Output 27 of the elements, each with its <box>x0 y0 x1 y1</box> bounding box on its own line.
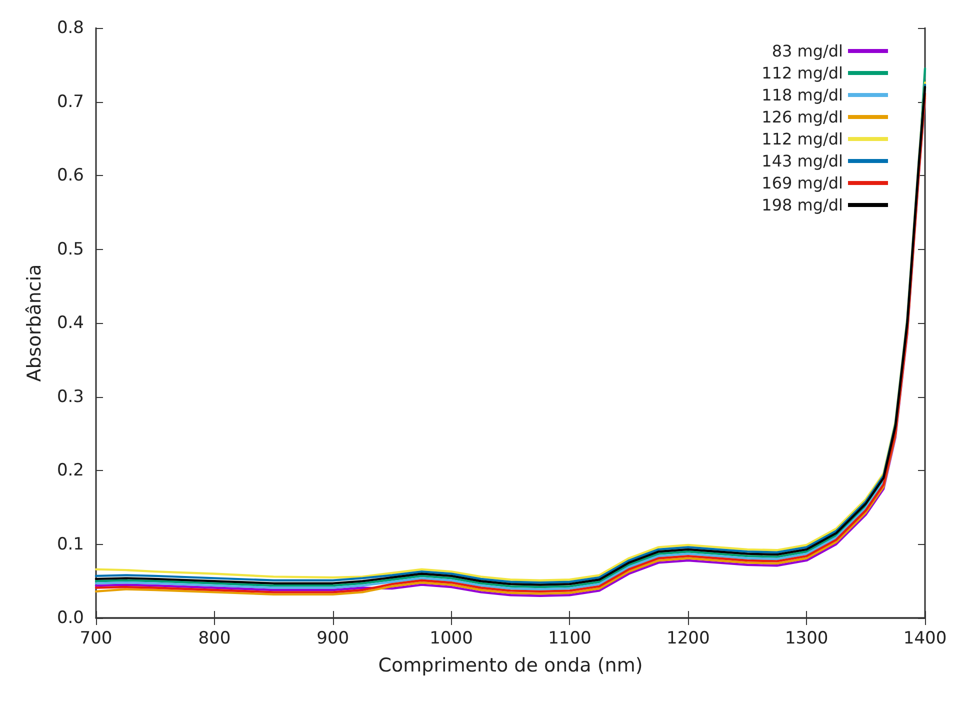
legend-label: 118 mg/dl <box>762 86 843 104</box>
x-tick-label: 800 <box>198 628 231 648</box>
x-tick-label: 1100 <box>548 628 592 648</box>
legend-label: 169 mg/dl <box>762 174 843 192</box>
legend-label: 198 mg/dl <box>762 196 843 214</box>
y-axis-title: Absorbância <box>24 264 46 382</box>
legend-label: 126 mg/dl <box>762 108 843 126</box>
x-tick-label: 900 <box>316 628 350 648</box>
legend-label: 83 mg/dl <box>772 42 843 60</box>
legend-label: 112 mg/dl <box>762 130 843 148</box>
legend-label: 112 mg/dl <box>762 64 843 82</box>
x-tick-label: 1300 <box>784 628 828 648</box>
y-tick-label: 0.1 <box>56 534 84 554</box>
x-tick-label: 700 <box>80 628 112 648</box>
legend-label: 143 mg/dl <box>762 152 843 170</box>
y-tick-label: 0.7 <box>56 92 84 112</box>
x-tick-label: 1000 <box>430 628 473 648</box>
x-tick-label: 1400 <box>903 628 947 648</box>
y-tick-label: 0.0 <box>56 608 84 628</box>
y-tick-label: 0.8 <box>56 18 84 38</box>
x-tick-label: 1200 <box>666 628 710 648</box>
x-axis-title: Comprimento de onda (nm) <box>378 654 643 676</box>
y-tick-label: 0.2 <box>56 460 84 480</box>
y-tick-label: 0.3 <box>56 386 84 407</box>
y-tick-label: 0.6 <box>56 166 84 186</box>
y-tick-label: 0.5 <box>56 239 84 260</box>
y-tick-label: 0.4 <box>56 313 84 333</box>
